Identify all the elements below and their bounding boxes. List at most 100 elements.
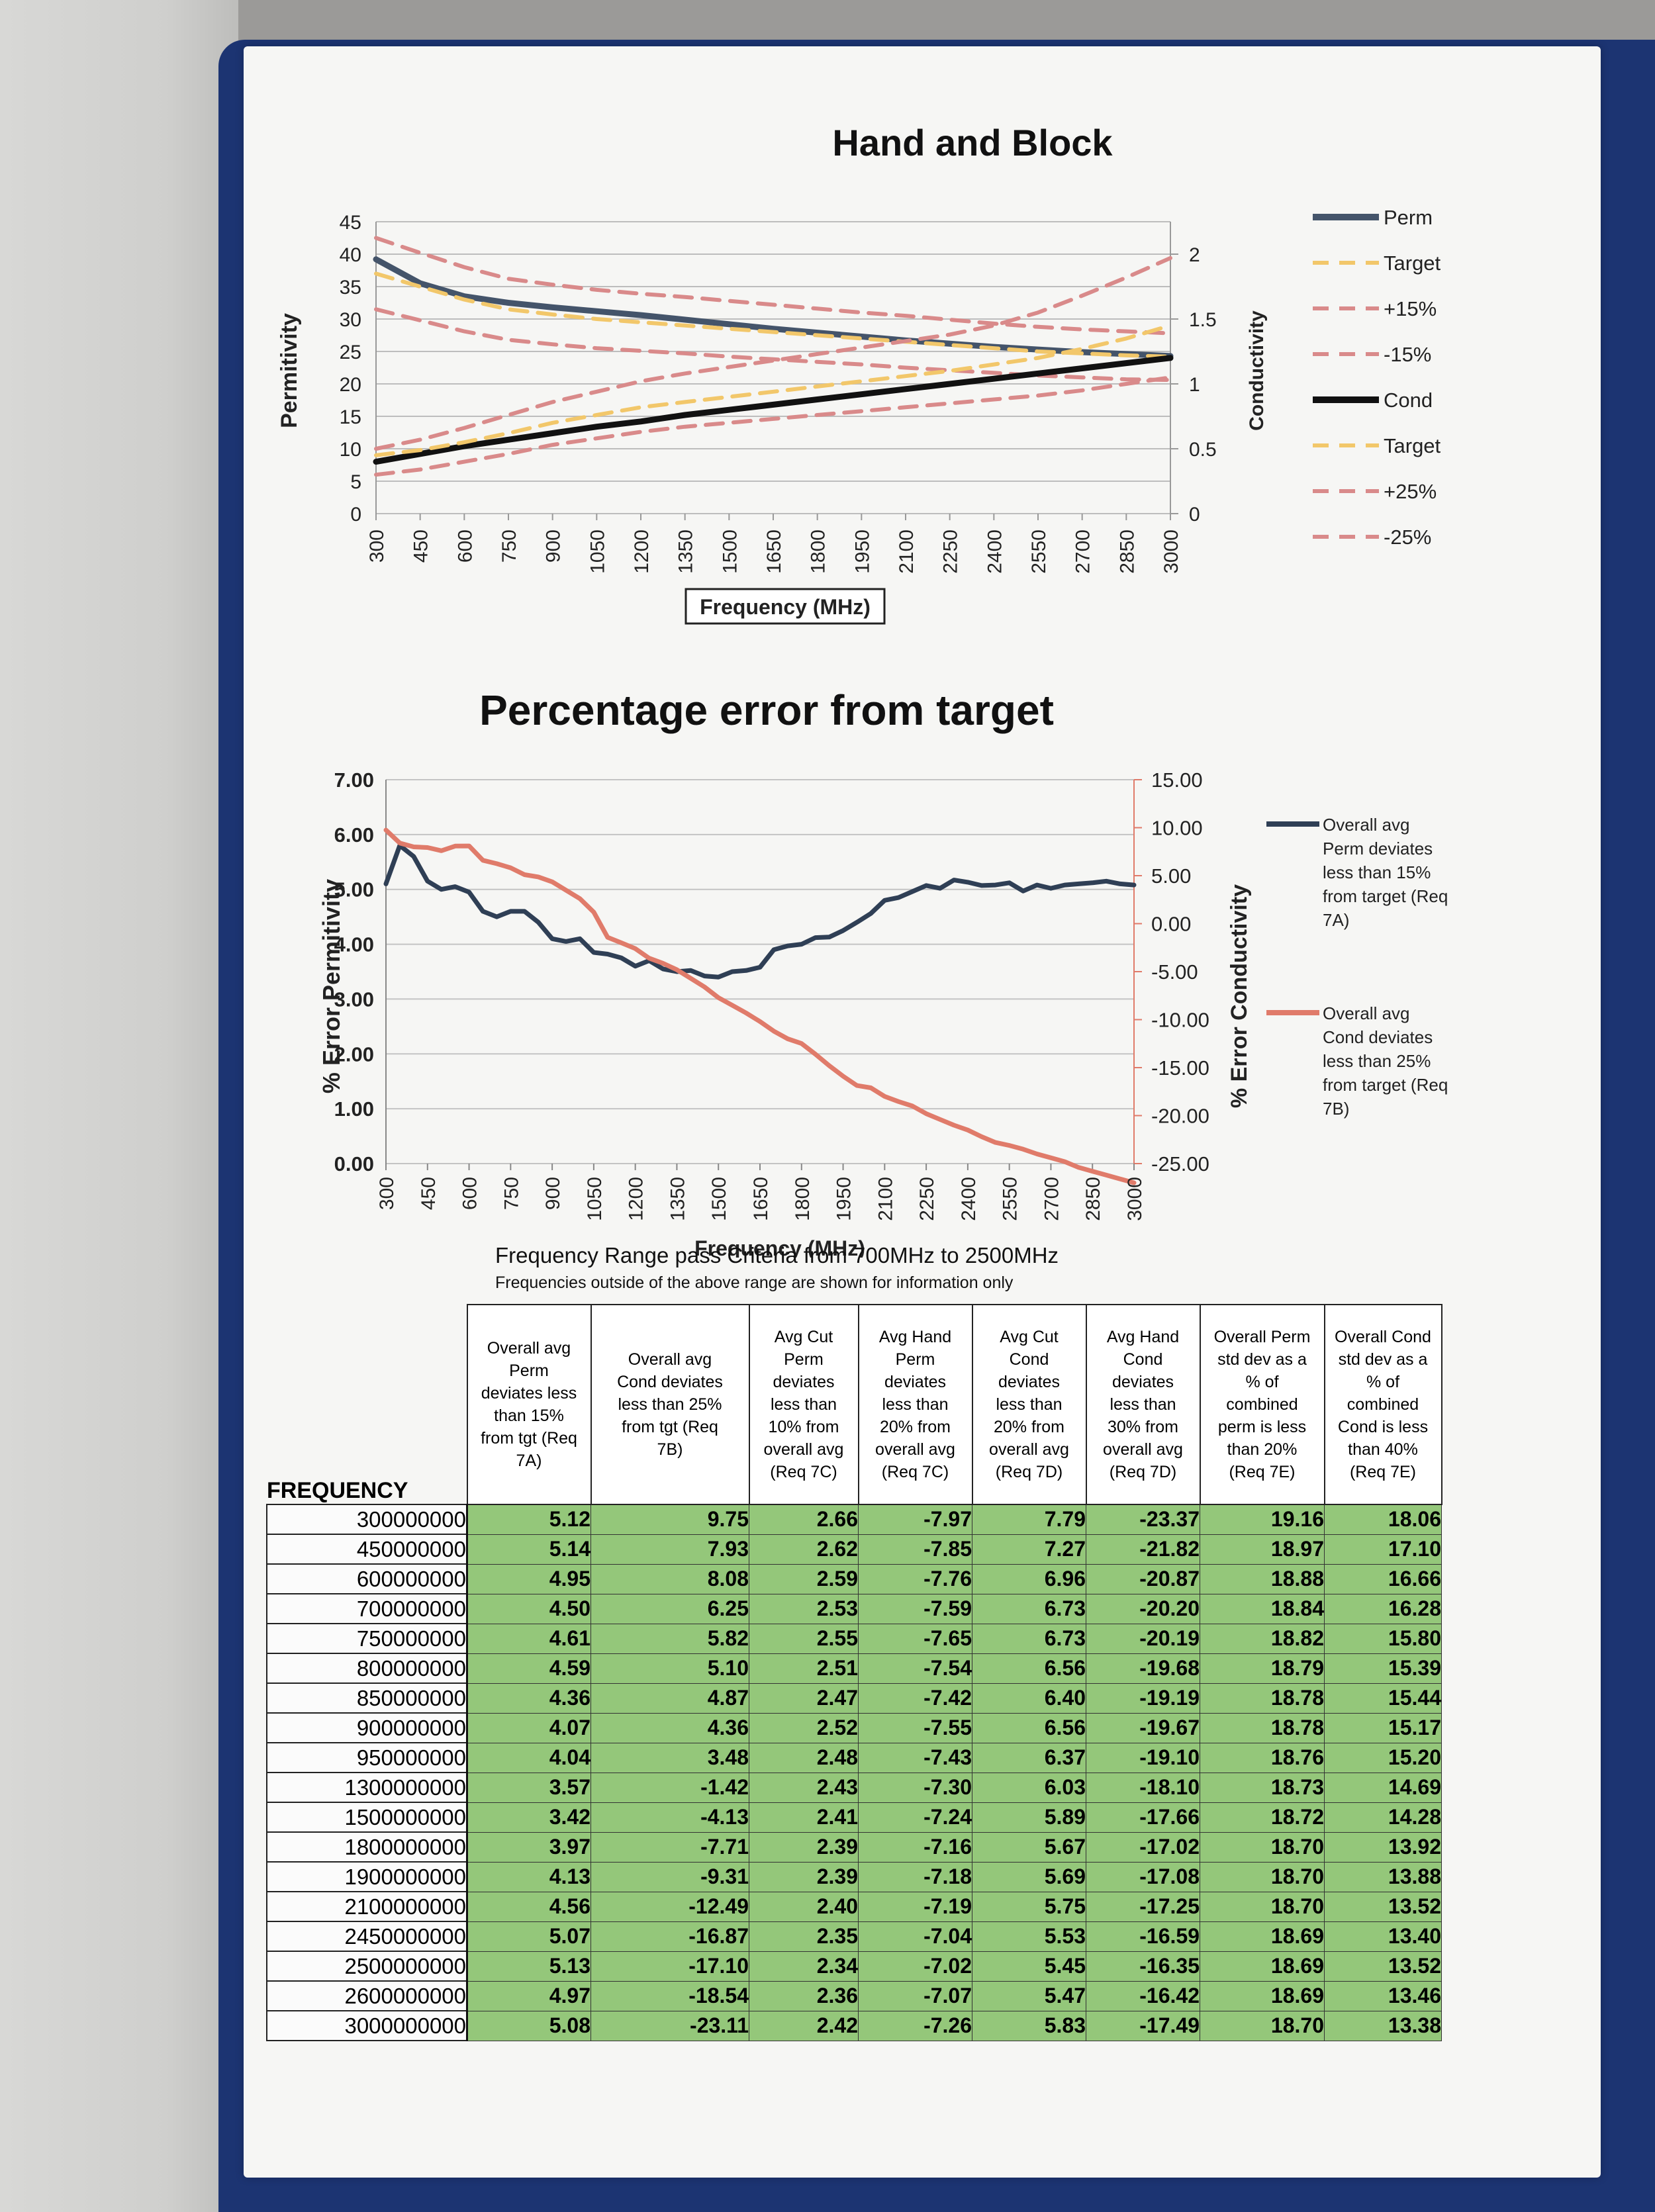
value-cell: 5.07 xyxy=(467,1921,591,1952)
value-cell: -7.42 xyxy=(858,1682,972,1714)
column-header-line: Cond xyxy=(1123,1350,1163,1369)
value-cell: -18.54 xyxy=(591,1980,749,2011)
chart1-ytick-label: 35 xyxy=(340,277,361,299)
column-header-line: Overall Perm xyxy=(1213,1328,1311,1346)
value-cell: 2.53 xyxy=(749,1593,859,1624)
chart1-ytick-label: 30 xyxy=(340,309,361,331)
chart1-y2tick-label: 1.5 xyxy=(1189,309,1217,331)
value-cell: 5.83 xyxy=(972,2010,1086,2041)
value-cell: -7.16 xyxy=(858,1831,972,1863)
chart2-ytick-label: 2.00 xyxy=(334,1042,374,1066)
column-header-line: Cond is less xyxy=(1337,1418,1429,1436)
hand-and-block-chart: Hand and Block 0 5 10 15 20 25 30 35 40 45 0 0.5 1 1.… xyxy=(244,46,1601,642)
column-header-line: Perm xyxy=(509,1361,549,1380)
table-row: 850000000 4.36 4.87 2.47 -7.42 6.40 -19.19 18.7… xyxy=(266,1682,1442,1714)
value-cell: -18.10 xyxy=(1086,1772,1200,1803)
frequency-cell: 700000000 xyxy=(266,1593,468,1624)
column-header-line: Avg Hand xyxy=(878,1328,952,1346)
facing-page xyxy=(0,0,238,2212)
column-header-line: less than 25% xyxy=(618,1395,722,1414)
chart1-xtick-label: 2550 xyxy=(1028,530,1050,574)
chart2-xtick-label: 1050 xyxy=(584,1177,606,1221)
chart1-series-line xyxy=(373,355,1174,465)
chart1-series-line xyxy=(374,255,1172,451)
column-header-line: (Req 7D) xyxy=(1109,1463,1177,1481)
value-cell: -21.82 xyxy=(1086,1534,1200,1565)
value-cell: 4.95 xyxy=(467,1563,591,1594)
table-row: 2450000000 5.07 -16.87 2.35 -7.04 5.53 -16.59 1… xyxy=(266,1921,1442,1952)
value-cell: -9.31 xyxy=(591,1861,749,1892)
value-cell: 2.62 xyxy=(749,1534,859,1565)
value-cell: 2.34 xyxy=(749,1951,859,1982)
value-cell: -7.65 xyxy=(858,1623,972,1654)
chart2-y2tick-label: -5.00 xyxy=(1151,960,1198,984)
value-cell: 2.59 xyxy=(749,1563,859,1594)
value-cell: -1.42 xyxy=(591,1772,749,1803)
chart2-legend-label: Cond deviates xyxy=(1323,1027,1433,1047)
frequency-cell: 2600000000 xyxy=(266,1980,468,2011)
table-row: 2600000000 4.97 -18.54 2.36 -7.07 5.47 -16.42 1… xyxy=(266,1980,1442,2011)
chart2-xtick-label: 3000 xyxy=(1124,1177,1146,1221)
value-cell: 18.69 xyxy=(1200,1921,1325,1952)
frequency-cell: 450000000 xyxy=(266,1534,468,1565)
value-cell: 8.08 xyxy=(591,1563,749,1594)
value-cell: -7.54 xyxy=(858,1653,972,1684)
chart1-ytick-label: 45 xyxy=(340,212,361,234)
value-cell: -17.10 xyxy=(591,1951,749,1982)
column-header-line: Overall avg xyxy=(487,1339,571,1358)
chart2-y2tick-label: -10.00 xyxy=(1151,1009,1209,1032)
value-cell: -7.30 xyxy=(858,1772,972,1803)
column-header-line: overall avg xyxy=(1103,1440,1183,1459)
chart2-title: Percentage error from target xyxy=(479,686,1054,734)
value-cell: 13.38 xyxy=(1324,2010,1442,2041)
value-cell: -7.26 xyxy=(858,2010,972,2041)
chart1-y2tick-label: 1 xyxy=(1189,374,1200,396)
chart1-legend-label: +15% xyxy=(1384,297,1437,320)
criteria-subheading: Frequencies outside of the above range a… xyxy=(495,1273,1014,1292)
chart1-legend-label: Perm xyxy=(1384,206,1433,229)
column-header-line: Cond xyxy=(1009,1350,1049,1369)
table-row: 300000000 5.12 9.75 2.66 -7.97 7.79 -23.37 19.1… xyxy=(266,1504,1442,1535)
value-cell: -19.67 xyxy=(1086,1712,1200,1743)
value-cell: 15.20 xyxy=(1324,1742,1442,1773)
value-cell: -17.02 xyxy=(1086,1831,1200,1863)
value-cell: 5.69 xyxy=(972,1861,1086,1892)
chart1-ytick-label: 0 xyxy=(350,504,361,526)
value-cell: -7.55 xyxy=(858,1712,972,1743)
value-cell: -7.59 xyxy=(858,1593,972,1624)
chart2-ytick-label: 7.00 xyxy=(334,768,374,792)
value-cell: 3.97 xyxy=(467,1831,591,1863)
column-header-line: perm is less xyxy=(1217,1418,1307,1436)
frequency-cell: 800000000 xyxy=(266,1653,468,1684)
frequency-cell: 850000000 xyxy=(266,1682,468,1714)
value-cell: 2.39 xyxy=(749,1861,859,1892)
value-cell: -16.35 xyxy=(1086,1951,1200,1982)
value-cell: 6.56 xyxy=(972,1653,1086,1684)
column-header-line: less than xyxy=(996,1395,1063,1414)
column-header-line: (Req 7C) xyxy=(770,1463,837,1481)
chart1-y2tick-label: 0.5 xyxy=(1189,439,1217,461)
chart1-xtick-label: 2400 xyxy=(984,530,1006,574)
value-cell: 6.03 xyxy=(972,1772,1086,1803)
value-cell: 14.69 xyxy=(1324,1772,1442,1803)
value-cell: 4.07 xyxy=(467,1712,591,1743)
column-header-line: 10% from xyxy=(768,1418,839,1436)
value-cell: 4.36 xyxy=(467,1682,591,1714)
value-cell: 5.08 xyxy=(467,2010,591,2041)
chart2-xtick-label: 2250 xyxy=(916,1177,938,1221)
value-cell: -23.37 xyxy=(1086,1504,1200,1535)
frequency-cell: 900000000 xyxy=(266,1712,468,1743)
chart2-y2tick-label: -20.00 xyxy=(1151,1105,1209,1128)
chart1-xtick-label: 1200 xyxy=(631,530,653,574)
column-header-line: deviates xyxy=(773,1373,835,1391)
value-cell: 4.61 xyxy=(467,1623,591,1654)
value-cell: 4.13 xyxy=(467,1861,591,1892)
chart1-xtick-label: 2700 xyxy=(1072,530,1094,574)
value-cell: 18.97 xyxy=(1200,1534,1325,1565)
chart2-ytick-label: 4.00 xyxy=(334,933,374,956)
table-row: 1900000000 4.13 -9.31 2.39 -7.18 5.69 -17.08 18… xyxy=(266,1861,1442,1892)
value-cell: -16.42 xyxy=(1086,1980,1200,2011)
chart1-xtick-label: 3000 xyxy=(1160,530,1182,574)
column-header: Overall avg Perm deviates less than 15% from… xyxy=(466,1304,592,1505)
value-cell: 15.44 xyxy=(1324,1682,1442,1714)
